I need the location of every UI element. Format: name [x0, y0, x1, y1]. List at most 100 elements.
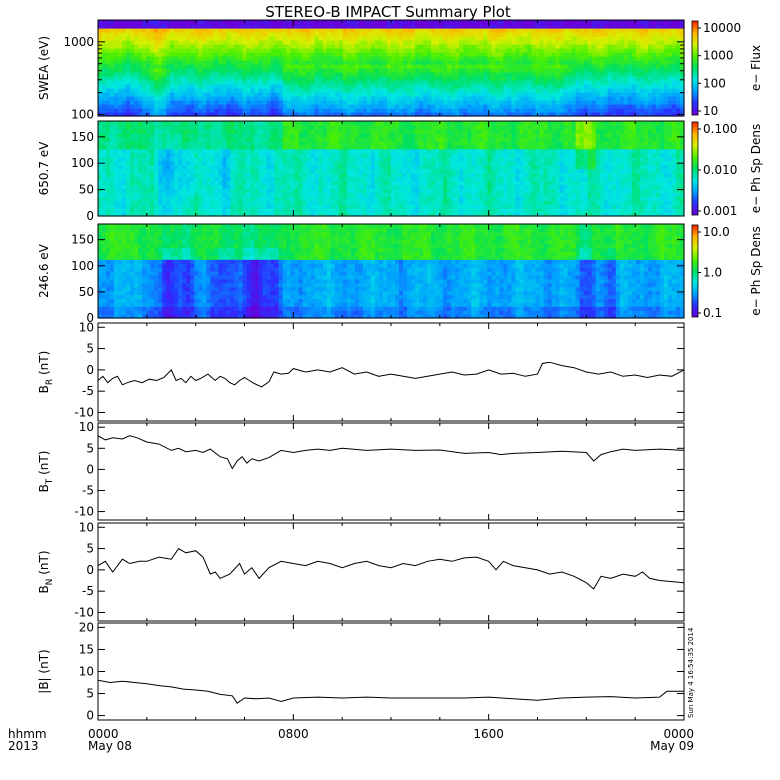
- spectrogram-cell: [627, 92, 633, 97]
- spectrogram-cell: [370, 60, 376, 65]
- spectrogram-cell: [250, 108, 256, 113]
- spectrogram-cell: [246, 108, 252, 113]
- spectrogram-cell: [579, 64, 585, 69]
- spectrogram-cell: [511, 40, 517, 45]
- spectrogram-cell: [298, 156, 304, 162]
- spectrogram-cell: [322, 92, 328, 97]
- spectrogram-cell: [647, 76, 653, 81]
- spectrogram-cell: [122, 132, 127, 138]
- spectrogram-cell: [378, 96, 384, 101]
- spectrogram-cell: [659, 104, 665, 109]
- spectrogram-cell: [174, 136, 179, 142]
- spectrogram-cell: [178, 196, 183, 201]
- spectrogram-cell: [270, 188, 276, 193]
- spectrogram-cell: [407, 76, 412, 81]
- spectrogram-cell: [318, 212, 324, 217]
- spectrogram-cell: [266, 96, 272, 101]
- spectrogram-cell: [443, 60, 448, 65]
- spectrogram-cell: [338, 88, 344, 93]
- plot-title: STEREO-B IMPACT Summary Plot: [265, 3, 511, 21]
- spectrogram-cell: [314, 188, 320, 193]
- spectrogram-cell: [607, 44, 613, 49]
- spectrogram-cell: [563, 60, 569, 65]
- spectrogram-cell: [186, 172, 191, 178]
- spectrogram-cell: [198, 212, 203, 217]
- spectrogram-cell: [399, 56, 404, 61]
- spectrogram-cell: [114, 68, 119, 73]
- spectrogram-cell: [539, 64, 545, 69]
- spectrogram-cell: [306, 44, 312, 49]
- spectrogram-cell: [162, 72, 167, 77]
- spectrogram-cell: [230, 176, 236, 181]
- spectrogram-cell: [314, 72, 320, 77]
- spectrogram-cell: [591, 104, 597, 109]
- spectrogram-cell: [242, 128, 248, 134]
- spectrogram-cell: [234, 148, 240, 154]
- spectrogram-cell: [154, 156, 159, 162]
- spectrogram-cell: [178, 172, 183, 178]
- spectrogram-cell: [607, 24, 613, 29]
- spectrogram-cell: [158, 84, 163, 89]
- spectrogram-cell: [527, 104, 533, 109]
- spectrogram-cell: [411, 84, 416, 89]
- spectrogram-cell: [615, 104, 621, 109]
- spectrogram-cell: [495, 60, 500, 65]
- spectrogram-cell: [258, 92, 264, 97]
- spectrogram-cell: [463, 92, 468, 97]
- spectrogram-cell: [651, 80, 657, 85]
- spectrogram-cell: [543, 96, 549, 101]
- spectrogram-cell: [459, 104, 464, 109]
- spectrogram-cell: [274, 160, 280, 166]
- spectrogram-cell: [515, 24, 521, 29]
- spectrogram-cell: [575, 68, 581, 73]
- spectrogram-cell: [511, 108, 517, 113]
- spectrogram-cell: [258, 56, 264, 61]
- spectrogram-cell: [491, 68, 496, 73]
- spectrogram-cell: [278, 28, 284, 33]
- spectrogram-cell: [399, 32, 404, 37]
- spectrogram-cell: [350, 100, 356, 105]
- spectrogram-cell: [627, 68, 633, 73]
- spectrogram-cell: [166, 76, 171, 81]
- spectrogram-cell: [655, 48, 661, 53]
- spectrogram-cell: [479, 112, 484, 117]
- spectrogram-cell: [511, 88, 517, 93]
- spectrogram-cell: [118, 121, 123, 126]
- spectrogram-cell: [218, 124, 224, 130]
- spectrogram-cell: [210, 80, 215, 85]
- spectrogram-cell: [571, 72, 577, 77]
- spectrogram-cell: [346, 36, 352, 41]
- spectrogram-cell: [627, 36, 633, 41]
- spectrogram-cell: [338, 100, 344, 105]
- spectrogram-cell: [539, 40, 545, 45]
- spectrogram-cell: [258, 68, 264, 73]
- spectrogram-cell: [411, 108, 416, 113]
- spectrogram-cell: [571, 56, 577, 61]
- spectrogram-cell: [543, 92, 549, 97]
- spectrogram-cell: [186, 176, 191, 181]
- spectrogram-cell: [174, 72, 179, 77]
- spectrogram-cell: [467, 32, 472, 37]
- spectrogram-cell: [202, 40, 207, 45]
- spectrogram-cell: [459, 32, 464, 37]
- spectrogram-cell: [134, 68, 139, 73]
- spectrogram-cell: [110, 28, 115, 33]
- spectrogram-cell: [270, 184, 276, 189]
- spectrogram-cell: [234, 36, 240, 41]
- spectrogram-cell: [467, 64, 472, 69]
- spectrogram-cell: [214, 24, 220, 29]
- spectrogram-cell: [455, 100, 460, 105]
- spectrogram-cell: [415, 36, 420, 41]
- spectrogram-cell: [282, 48, 288, 53]
- spectrogram-cell: [399, 60, 404, 65]
- spectrogram-cell: [503, 44, 508, 49]
- spectrogram-cell: [262, 20, 268, 25]
- spectrogram-cell: [206, 32, 211, 37]
- spectrogram-cell: [350, 72, 356, 77]
- spectrogram-cell: [563, 28, 569, 33]
- spectrogram-cell: [170, 100, 175, 105]
- spectrogram-cell: [298, 168, 304, 174]
- spectrogram-cell: [178, 24, 183, 29]
- spectrogram-cell: [635, 76, 641, 81]
- spectrogram-cell: [579, 76, 585, 81]
